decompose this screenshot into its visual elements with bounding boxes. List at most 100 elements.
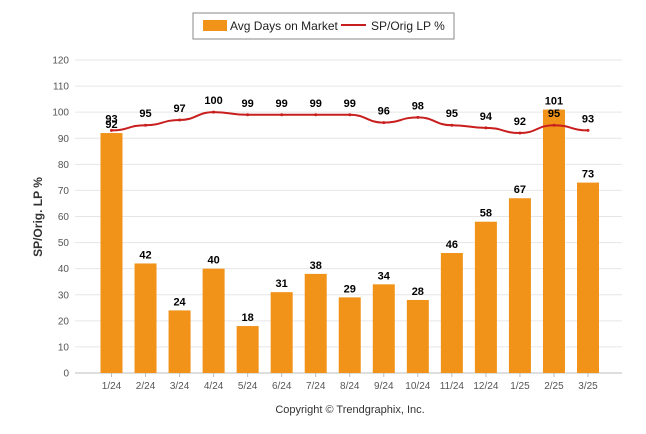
legend: Avg Days on Market SP/Orig LP % (192, 12, 455, 40)
legend-box (192, 12, 455, 40)
x-tick-label: 7/24 (306, 381, 326, 392)
line-point (110, 128, 113, 132)
bar (440, 253, 463, 373)
line-value-label: 94 (480, 111, 493, 123)
line-point (382, 121, 386, 125)
bar-value-label: 92 (105, 119, 117, 131)
line-value-label: 98 (412, 100, 424, 112)
x-tick-label: 5/24 (238, 381, 258, 392)
line-value-label: 96 (378, 106, 390, 118)
x-tick-label: 3/24 (170, 381, 190, 392)
y-tick-label: 60 (58, 212, 70, 223)
bar-value-label: 42 (139, 249, 151, 261)
bar (406, 299, 429, 373)
bar (134, 263, 157, 373)
x-tick-label: 10/24 (405, 381, 430, 392)
x-tick-label: 12/24 (473, 381, 498, 392)
bar-value-label: 24 (173, 296, 186, 308)
line-point (552, 123, 556, 127)
bar (372, 284, 395, 373)
line-point (314, 113, 318, 117)
x-tick-label: 1/24 (102, 381, 122, 392)
bar-value-label: 46 (446, 239, 458, 251)
x-tick-label: 8/24 (340, 381, 360, 392)
line-point (450, 123, 454, 127)
x-tick-label: 2/24 (136, 381, 156, 392)
bar (202, 268, 225, 373)
bar-value-label: 28 (412, 286, 424, 298)
bar-value-label: 34 (378, 270, 391, 282)
line-value-label: 99 (310, 98, 322, 110)
line-point (348, 113, 352, 117)
line-point (416, 115, 420, 119)
line-value-label: 95 (139, 108, 151, 120)
copyright-text: Copyright © Trendgraphix, Inc. (275, 404, 424, 416)
line-point (586, 128, 590, 132)
x-tick-label: 1/25 (510, 381, 530, 392)
y-tick-label: 20 (58, 316, 70, 327)
y-tick-label: 120 (52, 56, 69, 67)
bar-value-label: 73 (582, 169, 594, 181)
y-tick-label: 0 (63, 369, 69, 380)
line-series (110, 110, 590, 135)
line-value-label: 99 (276, 98, 288, 110)
bar-value-label: 58 (480, 208, 492, 220)
bar-value-label: 18 (242, 312, 254, 324)
bars (100, 109, 599, 373)
bar (270, 292, 293, 373)
line-value-label: 95 (548, 108, 560, 120)
bar-labels: 92 42 24 40 18 31 38 29 34 28 46 58 67 101 73 (105, 96, 594, 324)
x-tick-label: 2/25 (544, 381, 564, 392)
line-point (484, 126, 488, 130)
line-point (178, 118, 182, 122)
line-value-label: 99 (344, 98, 356, 110)
bar (508, 198, 531, 373)
x-tick-label: 6/24 (272, 381, 292, 392)
bar (542, 109, 565, 373)
x-tick-label: 4/24 (204, 381, 224, 392)
bar (168, 310, 191, 373)
x-axis-ticks: 1/24 2/24 3/24 4/24 5/24 6/24 7/24 8/24 9/24 10/2… (102, 373, 598, 392)
line-point (246, 113, 250, 117)
y-tick-label: 40 (58, 264, 70, 275)
bar (100, 133, 123, 373)
line-labels: 93 95 97 100 99 99 99 99 96 98 95 94 92 95 93 (105, 95, 594, 128)
x-tick-label: 11/24 (440, 381, 465, 392)
line-value-label: 97 (173, 103, 185, 115)
line-point (280, 113, 284, 117)
bar-value-label: 38 (310, 260, 322, 272)
y-tick-label: 70 (58, 186, 70, 197)
bar (236, 326, 259, 373)
line-value-label: 92 (514, 116, 526, 128)
bar-value-label: 31 (276, 278, 288, 290)
bar-value-label: 40 (207, 255, 219, 267)
y-axis-ticks: 0 10 20 30 40 50 60 70 80 90 100 110 120 (52, 56, 69, 380)
line-value-label: 95 (446, 108, 458, 120)
line-point (144, 123, 148, 127)
y-tick-label: 50 (58, 238, 70, 249)
y-axis-title: SP/Orig. LP % (31, 177, 45, 257)
y-tick-label: 90 (58, 134, 70, 145)
legend-swatch-bar (203, 20, 227, 31)
bar (304, 273, 327, 373)
line-value-label: 93 (582, 113, 594, 125)
bar-value-label: 29 (344, 283, 356, 295)
bar-value-label: 101 (545, 96, 563, 108)
legend-label-bar: Avg Days on Market (230, 19, 338, 33)
line-value-label: 93 (105, 113, 117, 125)
line-value-label: 99 (242, 98, 254, 110)
y-tick-label: 110 (53, 82, 69, 93)
bar (577, 182, 599, 373)
line-point (518, 131, 522, 135)
x-tick-label: 3/25 (578, 381, 598, 392)
y-tick-label: 10 (58, 342, 70, 353)
legend-label-line: SP/Orig LP % (371, 19, 445, 33)
y-tick-label: 80 (58, 160, 70, 171)
bar (474, 221, 497, 373)
bar-value-label: 67 (514, 184, 526, 196)
line-point (212, 110, 216, 114)
x-tick-label: 9/24 (374, 381, 394, 392)
y-tick-label: 100 (52, 108, 69, 119)
